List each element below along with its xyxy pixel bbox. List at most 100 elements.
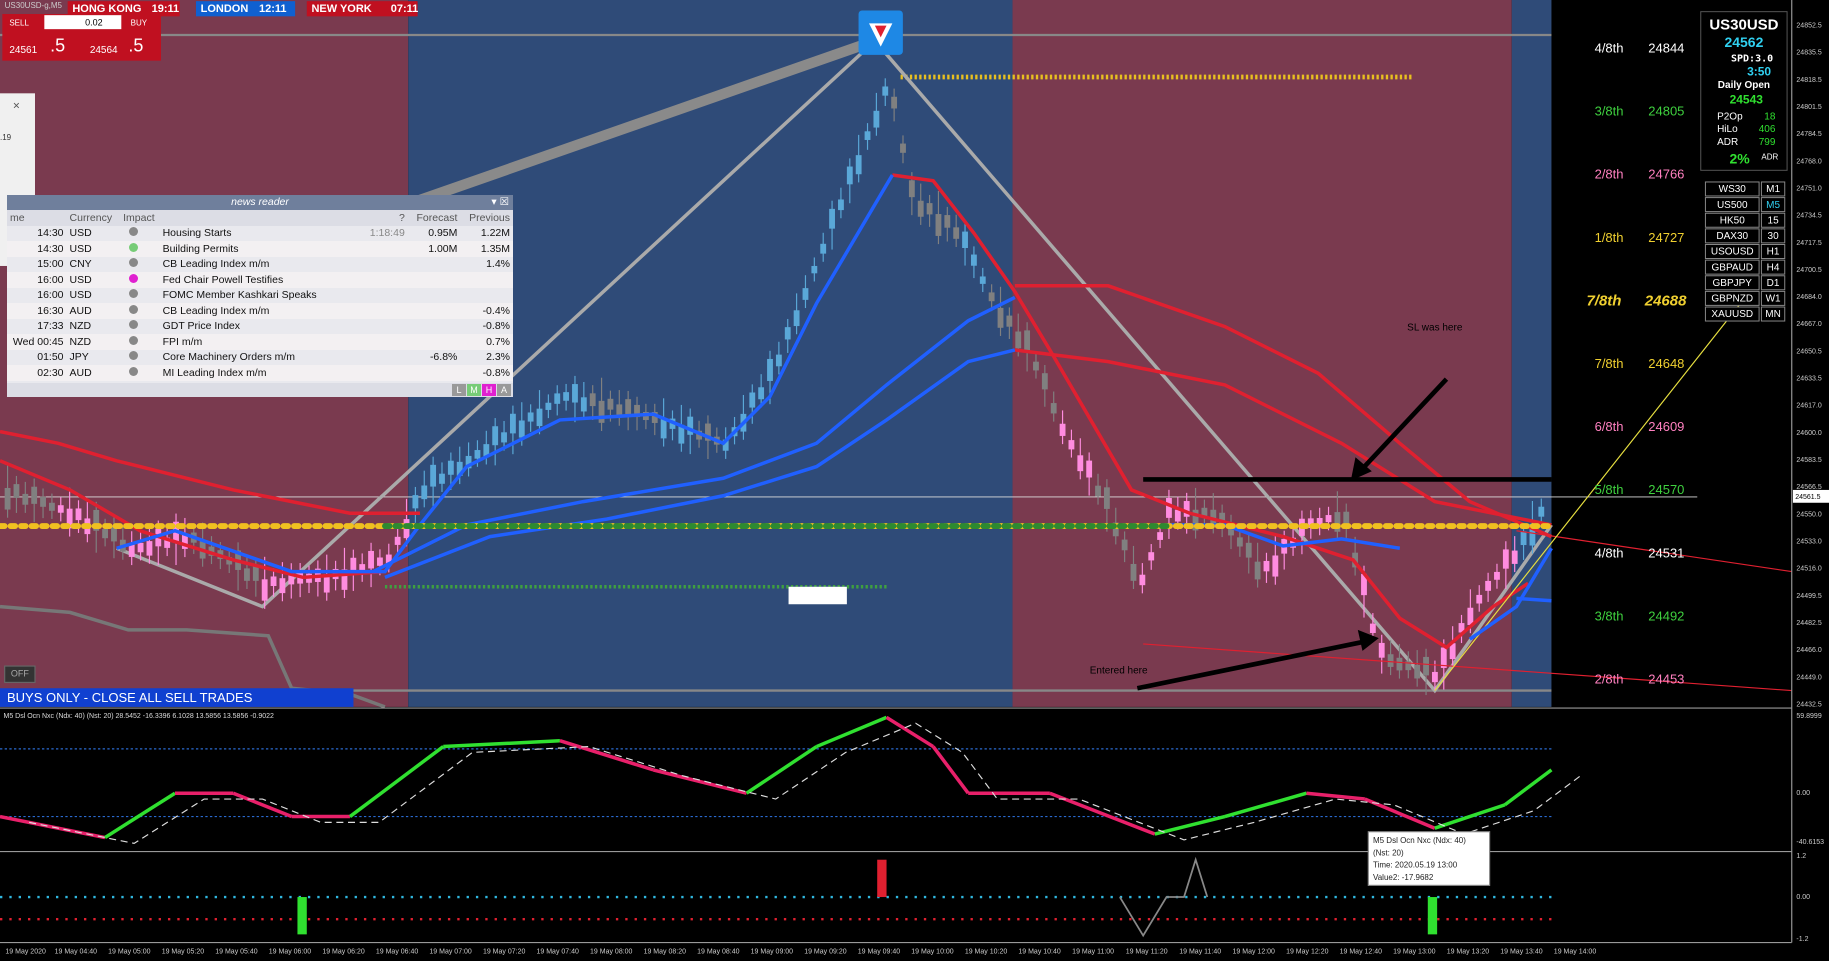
close-button[interactable]: ▾ ☒ bbox=[491, 196, 509, 208]
symbol-button[interactable] bbox=[1704, 228, 1760, 244]
time-axis-label: 19 May 06:20 bbox=[322, 949, 365, 956]
candle-body bbox=[13, 484, 20, 498]
news-event-cell: GDT Price Index bbox=[160, 319, 408, 335]
murrey-price: 24531 bbox=[1648, 545, 1684, 560]
news-impact bbox=[120, 226, 159, 242]
murrey-label: 4/8th bbox=[1595, 40, 1624, 55]
news-row: 01:50 JPY Core Machinery Orders m/m -6.8% 2.… bbox=[7, 350, 513, 366]
timeframe-button[interactable] bbox=[1760, 306, 1786, 322]
candle-body bbox=[57, 505, 64, 513]
candle-body bbox=[368, 550, 374, 569]
timeframe-button[interactable] bbox=[1760, 259, 1786, 275]
candle-body bbox=[226, 557, 233, 565]
symbol-button[interactable] bbox=[1704, 259, 1760, 275]
off-button[interactable] bbox=[4, 665, 36, 683]
candle-body bbox=[997, 307, 1004, 328]
symbol-name: HK50 bbox=[1720, 215, 1745, 226]
candle-body bbox=[1431, 671, 1438, 683]
session-city: HONG KONG bbox=[72, 3, 141, 15]
price-axis-label: 24550.0 bbox=[1796, 511, 1821, 518]
close-button[interactable]: × bbox=[13, 98, 20, 112]
candle-body bbox=[1183, 501, 1190, 517]
candle-body bbox=[775, 354, 782, 367]
osc-line bbox=[815, 715, 888, 749]
candle-body bbox=[802, 288, 809, 300]
column-header: Previous bbox=[460, 210, 513, 226]
news-currency: AUD bbox=[66, 303, 121, 319]
candle-body bbox=[598, 400, 605, 423]
murrey-label: 1/8th bbox=[1595, 230, 1624, 245]
price-axis-label: 24633.5 bbox=[1796, 376, 1821, 383]
candle-body bbox=[40, 496, 46, 507]
tooltip-box bbox=[1367, 831, 1491, 886]
candle-body bbox=[1476, 594, 1483, 604]
candle-body bbox=[465, 455, 472, 469]
osc-line bbox=[885, 715, 935, 749]
news-impact bbox=[120, 303, 160, 319]
time-axis-label: 19 May 10:00 bbox=[911, 949, 954, 956]
impact-dot bbox=[129, 227, 139, 237]
murrey-label: 5/8th bbox=[1595, 482, 1624, 497]
bid-fraction: .5 bbox=[50, 35, 65, 55]
candle-body bbox=[1494, 571, 1500, 580]
news-row: 15:00 CNY CB Leading Index m/m 1.4% bbox=[7, 257, 513, 273]
timeframe-button[interactable] bbox=[1760, 243, 1786, 259]
timeframe-button[interactable] bbox=[1760, 197, 1786, 213]
news-previous bbox=[460, 288, 513, 304]
news-previous: -0.8% bbox=[482, 320, 510, 333]
symbol-button[interactable] bbox=[1704, 306, 1760, 322]
banner-text: BUYS ONLY - CLOSE ALL SELL TRADES bbox=[7, 690, 253, 705]
timeframe-button[interactable] bbox=[1760, 181, 1786, 197]
info-panel bbox=[1700, 11, 1788, 171]
symbol-button[interactable] bbox=[1704, 181, 1760, 197]
buy-button[interactable]: BUY bbox=[131, 18, 148, 27]
symbol-button[interactable] bbox=[1704, 212, 1760, 228]
time-axis-label: 19 May 06:00 bbox=[269, 949, 312, 956]
timeframe-button[interactable] bbox=[1760, 212, 1786, 228]
candle-body bbox=[545, 402, 552, 410]
filter-button[interactable]: L bbox=[452, 384, 466, 396]
info-label: Daily Open bbox=[1718, 80, 1770, 91]
time-axis-label: 19 May 08:20 bbox=[644, 949, 687, 956]
impact-dot bbox=[129, 304, 139, 314]
lot-box bbox=[44, 15, 122, 30]
candle-body bbox=[1405, 661, 1412, 671]
time-axis-label: 19 May 11:20 bbox=[1126, 949, 1168, 956]
tooltip-text: Value2: -17.9682 bbox=[1373, 873, 1434, 882]
candle-body bbox=[1068, 440, 1075, 450]
news-impact bbox=[120, 350, 159, 366]
symbol-button[interactable] bbox=[1704, 290, 1760, 306]
tooltip-text: M5 Dsl Ocn Nxc (Ndx: 40) bbox=[1373, 836, 1466, 845]
symbol-button[interactable] bbox=[1704, 197, 1760, 213]
osc-line bbox=[1364, 797, 1436, 830]
news-currency: NZD bbox=[66, 334, 121, 350]
time-axis-label: 19 May 07:20 bbox=[483, 949, 526, 956]
candle-body bbox=[270, 576, 277, 587]
timeframe-button[interactable] bbox=[1760, 290, 1786, 306]
symbol-button[interactable] bbox=[1704, 243, 1760, 259]
candle-body bbox=[377, 557, 383, 566]
filter-button[interactable]: H bbox=[482, 384, 496, 396]
filter-button[interactable]: M bbox=[467, 384, 481, 396]
symbol-timeframe: D1 bbox=[1767, 278, 1780, 289]
timeframe-button[interactable] bbox=[1760, 275, 1786, 291]
news-event: Building Permits bbox=[162, 242, 239, 255]
trend-line bbox=[1516, 530, 1792, 573]
symbol-button[interactable] bbox=[1704, 275, 1760, 291]
impact-dot bbox=[129, 242, 139, 252]
sell-button[interactable]: SELL bbox=[9, 18, 29, 27]
timeframe-button[interactable] bbox=[1760, 228, 1786, 244]
filter-button[interactable]: A bbox=[497, 384, 511, 396]
candle-body bbox=[1458, 623, 1465, 633]
candle-body bbox=[1502, 549, 1509, 569]
osc-line bbox=[931, 745, 970, 795]
news-row: 14:30 USD Housing Starts 1:18:49 0.95M 1.22M bbox=[7, 226, 513, 242]
news-row: 14:30 USD Building Permits 1.00M 1.35M bbox=[7, 241, 513, 257]
time-axis-label: 19 May 14:00 bbox=[1554, 949, 1597, 956]
candle-body bbox=[1015, 331, 1022, 349]
panel-text: .19 bbox=[0, 133, 12, 142]
price-axis-label: 24734.5 bbox=[1796, 213, 1821, 220]
news-event-cell: Building Permits bbox=[159, 241, 408, 257]
price-axis-label: 24650.5 bbox=[1796, 348, 1821, 355]
stat-label: P2Op bbox=[1717, 111, 1743, 122]
